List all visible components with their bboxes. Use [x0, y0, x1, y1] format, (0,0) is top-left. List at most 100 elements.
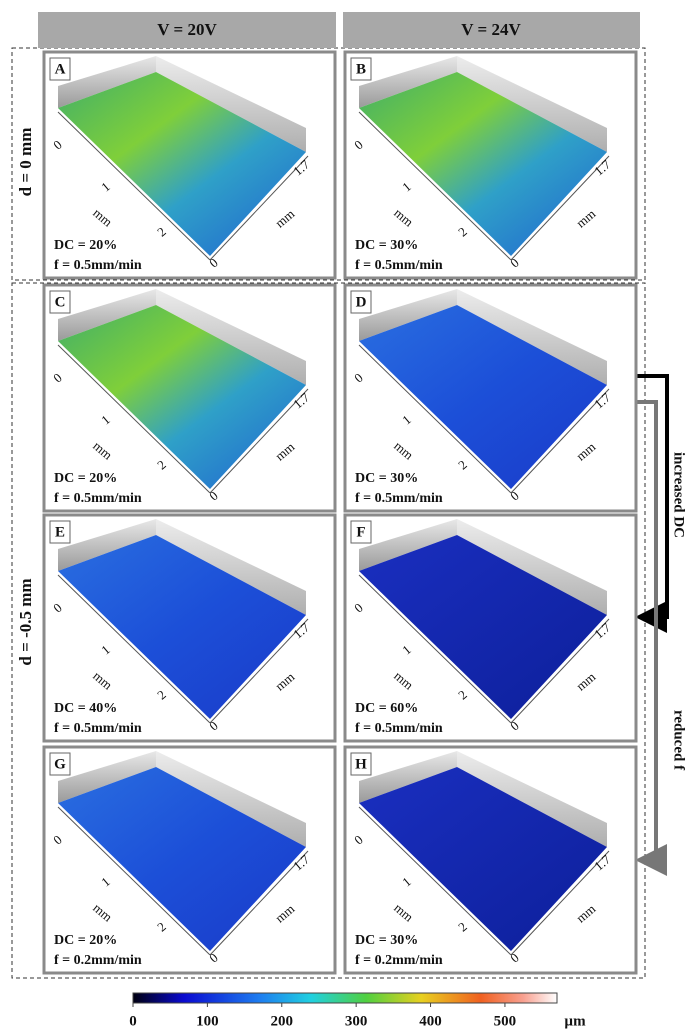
colorbar-tick-label: 0 [129, 1013, 137, 1029]
feed-rate: f = 0.5mm/min [355, 721, 443, 736]
surface [58, 767, 306, 951]
duty-cycle: DC = 40% [54, 701, 117, 716]
surface [359, 767, 607, 951]
arrow-label: increased DC [671, 452, 687, 538]
feed-rate: f = 0.5mm/min [54, 491, 142, 506]
axis-line [510, 618, 610, 724]
duty-cycle: DC = 60% [355, 701, 418, 716]
colorbar-tick-label: 200 [271, 1013, 294, 1029]
axis-line [209, 155, 309, 261]
panel-letter: C [55, 294, 66, 310]
colorbar-gradient [132, 992, 558, 1004]
letter-box [350, 752, 372, 776]
side-wall [156, 56, 306, 152]
axis-line [209, 850, 309, 956]
colorbar-tick-label: 100 [196, 1013, 219, 1029]
back-wall [58, 56, 156, 108]
back-wall [58, 289, 156, 341]
back-wall [359, 289, 457, 341]
feed-rate: f = 0.2mm/min [355, 953, 443, 968]
letter-box [350, 290, 372, 314]
colorbar-unit: µm [564, 1013, 586, 1029]
surface [359, 535, 607, 719]
letter-box [350, 520, 372, 544]
axis-line [510, 850, 610, 956]
axis-line [209, 388, 309, 494]
axis-line [358, 574, 512, 724]
side-wall [457, 56, 607, 152]
duty-cycle: DC = 30% [355, 238, 418, 253]
axis-line [358, 806, 512, 956]
axis-line [57, 344, 211, 494]
back-wall [58, 519, 156, 571]
side-wall [156, 751, 306, 847]
back-wall [359, 751, 457, 803]
arrow-label: reduced f [671, 710, 687, 771]
panel-letter: G [54, 756, 66, 772]
panel-letter: A [55, 61, 66, 77]
colorbar: 0 100 200 300 400 500 µm [129, 992, 586, 1029]
axis-line [57, 111, 211, 261]
surface [58, 72, 306, 256]
axis-line [510, 388, 610, 494]
duty-cycle: DC = 20% [54, 471, 117, 486]
surface [359, 72, 607, 256]
axis-line [209, 618, 309, 724]
letter-box [49, 57, 71, 81]
duty-cycle: DC = 20% [54, 933, 117, 948]
duty-cycle: DC = 30% [355, 471, 418, 486]
side-wall [457, 289, 607, 385]
feed-rate: f = 0.5mm/min [54, 258, 142, 273]
side-wall [156, 519, 306, 615]
duty-cycle: DC = 20% [54, 238, 117, 253]
surface [359, 305, 607, 489]
colorbar-tick-label: 500 [494, 1013, 517, 1029]
row-label: d = 0 mm [16, 128, 35, 197]
arrow [635, 374, 669, 633]
column-header-bg [343, 12, 640, 48]
back-wall [359, 56, 457, 108]
feed-rate: f = 0.5mm/min [355, 258, 443, 273]
back-wall [58, 751, 156, 803]
feed-rate: f = 0.2mm/min [54, 953, 142, 968]
letter-box [350, 57, 372, 81]
duty-cycle: DC = 30% [355, 933, 418, 948]
back-wall [359, 519, 457, 571]
letter-box [49, 520, 71, 544]
colorbar-tick-label: 300 [345, 1013, 368, 1029]
feed-rate: f = 0.5mm/min [355, 491, 443, 506]
row-label: d = -0.5 mm [16, 578, 35, 665]
panel-letter: F [356, 524, 365, 540]
column-header-bg [38, 12, 336, 48]
column-header: V = 24V [461, 20, 521, 39]
panel-letter: H [355, 756, 367, 772]
letter-box [49, 752, 71, 776]
axis-line [358, 111, 512, 261]
panel-letter: B [356, 61, 366, 77]
side-wall [156, 289, 306, 385]
side-wall [457, 519, 607, 615]
axis-line [57, 806, 211, 956]
letter-box [49, 290, 71, 314]
colorbar-tick-label: 400 [419, 1013, 442, 1029]
feed-rate: f = 0.5mm/min [54, 721, 142, 736]
axis-line [358, 344, 512, 494]
panel-letter: E [55, 524, 65, 540]
arrow [635, 400, 667, 876]
axis-line [510, 155, 610, 261]
column-header: V = 20V [157, 20, 217, 39]
panel-letter: D [356, 294, 367, 310]
side-wall [457, 751, 607, 847]
surface [58, 305, 306, 489]
surface [58, 535, 306, 719]
